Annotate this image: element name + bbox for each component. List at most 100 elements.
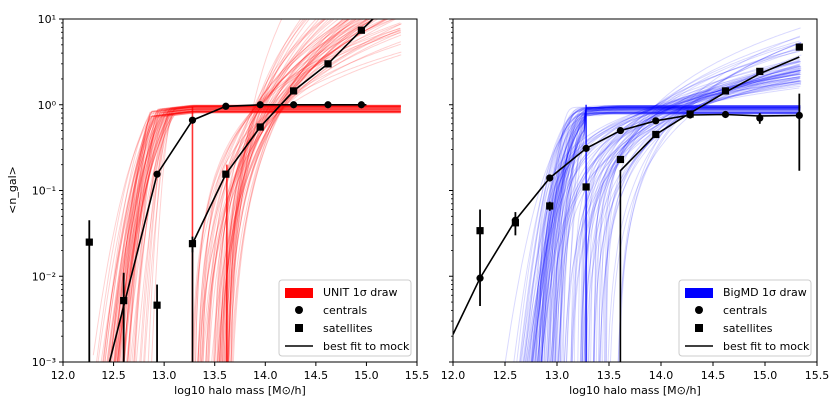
draw-curve-satellites (217, 19, 375, 362)
satellite-point (546, 202, 554, 210)
draw-curve-satellites (582, 80, 802, 362)
draw-curve-centrals (100, 108, 401, 362)
draw-curve-satellites (605, 67, 802, 362)
draw-curve-satellites (556, 69, 800, 362)
draw-curve-satellites (212, 19, 333, 362)
draw-curve-centrals (127, 107, 401, 362)
draw-curve-satellites (230, 19, 283, 362)
draw-curve-satellites (554, 70, 801, 362)
draw-curve-centrals (109, 111, 401, 362)
draw-curve-satellites (604, 73, 801, 362)
best-fit-lines (108, 19, 375, 362)
satellite-point (476, 227, 484, 235)
draw-curve-centrals (144, 110, 401, 362)
draw-curve-centrals (530, 105, 801, 362)
draw-curve-centrals (539, 112, 801, 362)
satellite-point (290, 87, 298, 95)
draw-curve-centrals (114, 110, 401, 362)
legend-swatch-draw (685, 288, 713, 298)
x-tick-label: 12.5 (101, 369, 126, 382)
x-tick-label: 15.0 (753, 369, 778, 382)
satellite-point (721, 87, 730, 95)
draw-curve-satellites (208, 19, 387, 362)
draw-curve-centrals (534, 106, 801, 362)
legend-swatch-draw (285, 288, 313, 298)
draw-curve-centrals (536, 105, 801, 362)
draw-curve-satellites (224, 19, 328, 362)
central-point (795, 111, 803, 120)
draw-curve-centrals (147, 110, 401, 362)
central-point (357, 101, 365, 109)
draw-curve-satellites (219, 19, 396, 362)
draw-curve-satellites (219, 19, 351, 362)
draw-curve-satellites (223, 19, 371, 362)
draw-curve-satellites (214, 19, 375, 362)
draw-curve-centrals (561, 107, 801, 362)
draw-curve-centrals (116, 106, 401, 362)
draw-curve-centrals (116, 110, 401, 362)
draw-curve-satellites (588, 82, 801, 362)
draw-curve-centrals (532, 111, 801, 362)
draw-curve-satellites (618, 42, 802, 362)
draw-curve-satellites (207, 19, 349, 362)
y-tick-label: 10¹ (38, 13, 56, 26)
draw-curve-satellites (218, 19, 350, 362)
x-tick-label: 12.0 (51, 369, 76, 382)
draw-curve-centrals (526, 106, 801, 362)
draw-curve-centrals (516, 105, 801, 362)
draw-curve-satellites (600, 58, 801, 362)
draw-curve-satellites (538, 82, 802, 362)
draw-curve-satellites (541, 70, 801, 362)
draw-curve-satellites (206, 19, 389, 362)
satellite-point (222, 170, 230, 178)
draw-curve-satellites (573, 83, 802, 362)
draw-curve-centrals (119, 108, 401, 362)
draw-curve-centrals (117, 106, 401, 362)
satellite-point (582, 183, 590, 191)
satellite-point (652, 130, 660, 139)
draw-curve-satellites (548, 48, 802, 362)
draw-curve-centrals (528, 113, 801, 362)
draw-curve-centrals (551, 105, 801, 362)
draw-curve-centrals (531, 109, 801, 362)
draw-curve-centrals (104, 112, 401, 362)
draw-curve-satellites (200, 19, 361, 362)
legend-label-best-fit: best fit to mock (723, 340, 810, 353)
y-tick-label: 10⁰ (38, 99, 57, 112)
draw-curve-satellites (541, 77, 800, 362)
draw-curve-centrals (118, 108, 401, 362)
left-x-axis-label: log10 halo mass [M⊙/h] (174, 384, 306, 397)
draw-curve-centrals (529, 106, 801, 362)
central-point (290, 101, 298, 109)
left-y-ticks: 10⁻³ 10⁻² 10⁻¹ 10⁰ 10¹ (32, 13, 63, 369)
draw-curve-centrals (554, 112, 801, 362)
draw-curve-centrals (115, 110, 401, 362)
draw-curve-centrals (547, 107, 801, 362)
draw-curve-centrals (151, 109, 401, 362)
draw-curve-satellites (227, 19, 330, 362)
central-point (188, 116, 197, 124)
satellite-point (511, 219, 519, 227)
draw-curve-centrals (550, 112, 801, 362)
draw-curve-satellites (223, 19, 320, 362)
draw-curve-centrals (550, 111, 801, 362)
central-point (546, 174, 554, 182)
draw-curve-centrals (92, 110, 401, 356)
draw-curve-satellites (555, 76, 801, 362)
draw-curve-centrals (521, 106, 801, 362)
draw-curve-centrals (519, 109, 801, 362)
draw-curve-centrals (565, 112, 801, 362)
draw-curve-satellites (583, 71, 800, 362)
y-axis-label: <n_gal> (6, 166, 19, 214)
draw-curve-centrals (114, 111, 401, 362)
draw-curve-centrals (540, 108, 801, 362)
right-y-ticks (449, 18, 453, 363)
left-panel: 12.0 12.5 13.0 13.5 14.0 14.5 15.0 15.5 10⁻³10⁻… (32, 13, 429, 397)
draw-curve-centrals (552, 107, 801, 362)
draw-curve-centrals (528, 109, 801, 362)
draw-curve-centrals (122, 111, 401, 362)
draw-curve-centrals (116, 106, 401, 362)
draw-curve-centrals (530, 105, 801, 362)
draw-curve-satellites (228, 19, 326, 362)
draw-curve-satellites (225, 19, 369, 362)
